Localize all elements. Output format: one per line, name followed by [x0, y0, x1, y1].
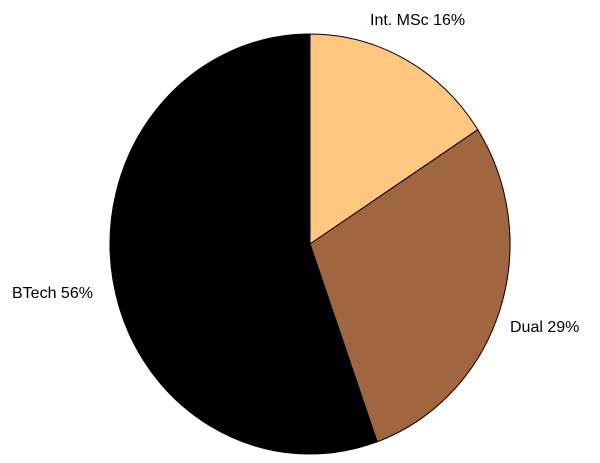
pie-slice-dual [309, 129, 511, 443]
pie-slice-int-msc [309, 33, 479, 245]
slices-layer [109, 33, 511, 455]
pie-label-int-msc: Int. MSc 16% [370, 12, 465, 29]
pie-slice-btech [109, 33, 378, 455]
labels-layer: Int. MSc 16% Dual 29% BTech 56% [12, 12, 579, 336]
pie-label-dual: Dual 29% [510, 319, 579, 336]
pie-label-btech: BTech 56% [12, 285, 93, 302]
